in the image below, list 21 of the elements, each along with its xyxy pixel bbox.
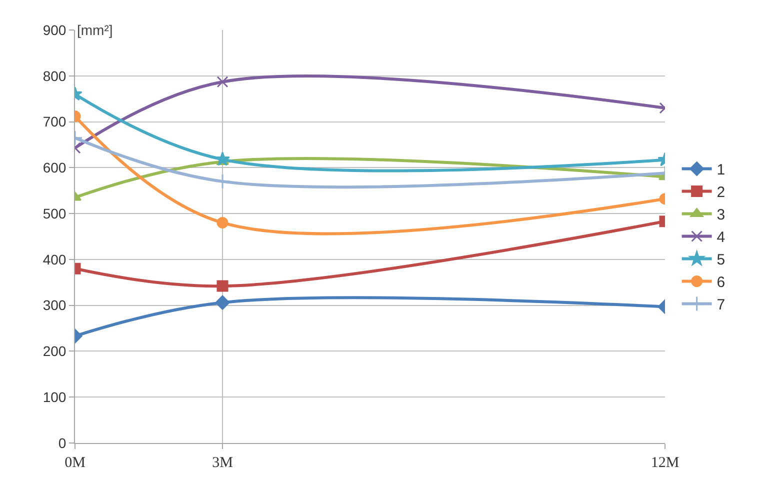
legend-label: 7 [716, 296, 726, 314]
y-tick-label: 900 [42, 22, 66, 38]
legend-label: 5 [716, 252, 726, 269]
legend-label: 1 [716, 162, 726, 179]
legend-label: 3 [716, 206, 726, 224]
y-tick-label: 200 [42, 343, 66, 360]
y-axis-title: [mm²] [77, 22, 113, 38]
y-tick-label: 800 [42, 68, 66, 84]
y-tick-label: 700 [42, 114, 66, 130]
x-tick-label: 12M [650, 455, 680, 471]
x-tick-label: 3M [212, 455, 233, 471]
y-tick-label: 400 [42, 251, 66, 268]
legend-label: 4 [716, 229, 726, 246]
legend-label: 2 [716, 184, 726, 202]
x-tick-label: 0M [64, 455, 86, 471]
y-tick-label: 500 [42, 205, 66, 222]
y-tick-label: 100 [42, 389, 66, 406]
y-tick-label: 300 [42, 297, 66, 314]
legend-label: 6 [716, 274, 726, 292]
y-tick-label: 600 [42, 160, 66, 176]
y-tick-label: 0 [58, 434, 66, 451]
